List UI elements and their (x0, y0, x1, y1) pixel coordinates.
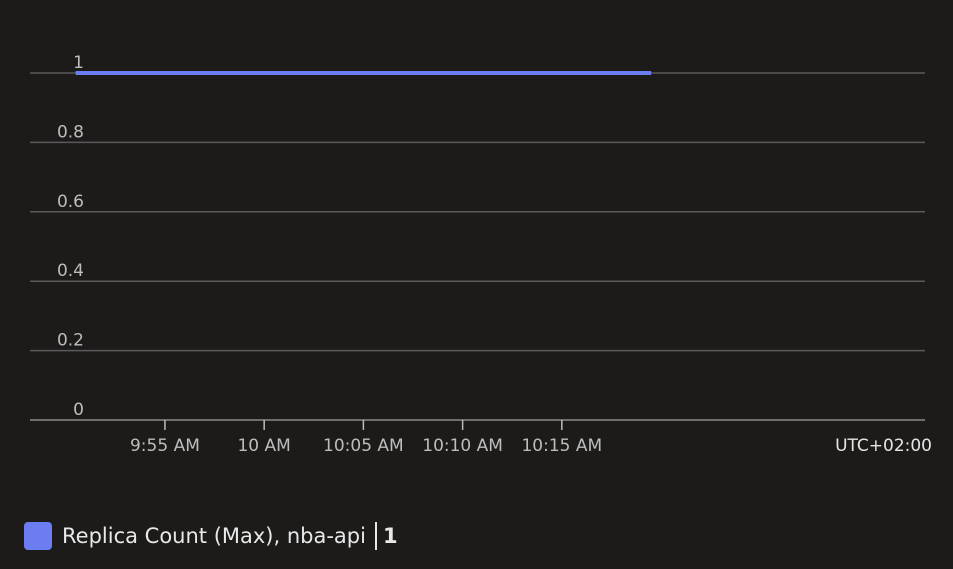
legend[interactable]: Replica Count (Max), nba-api 1 (24, 521, 398, 551)
legend-separator (374, 522, 377, 550)
x-tick-label: 10:10 AM (422, 436, 503, 456)
x-tick-label: 10 AM (237, 436, 290, 456)
timezone-label: UTC+02:00 (835, 436, 932, 456)
legend-series-value: 1 (382, 524, 398, 548)
y-axis-ticks: 0 0.2 0.4 0.6 0.8 1 (57, 53, 84, 420)
legend-series-name: Replica Count (Max), nba-api (62, 524, 366, 548)
legend-swatch (24, 522, 52, 550)
y-tick-label: 0 (73, 400, 84, 420)
y-tick-label: 0.6 (57, 192, 84, 212)
x-tick-label: 10:15 AM (521, 436, 602, 456)
y-tick-label: 0.2 (57, 331, 84, 351)
chart-area: 0 0.2 0.4 0.6 0.8 1 9:55 AM 10 AM 10:05 AM 10:10… (30, 53, 932, 456)
y-tick-label: 1 (73, 53, 84, 73)
gridlines (30, 72, 925, 421)
y-tick-label: 0.4 (57, 261, 84, 281)
x-tick-label: 10:05 AM (323, 436, 404, 456)
x-tick-label: 9:55 AM (130, 436, 200, 456)
x-axis: 9:55 AM 10 AM 10:05 AM 10:10 AM 10:15 AM (130, 420, 602, 456)
y-tick-label: 0.8 (57, 122, 84, 142)
